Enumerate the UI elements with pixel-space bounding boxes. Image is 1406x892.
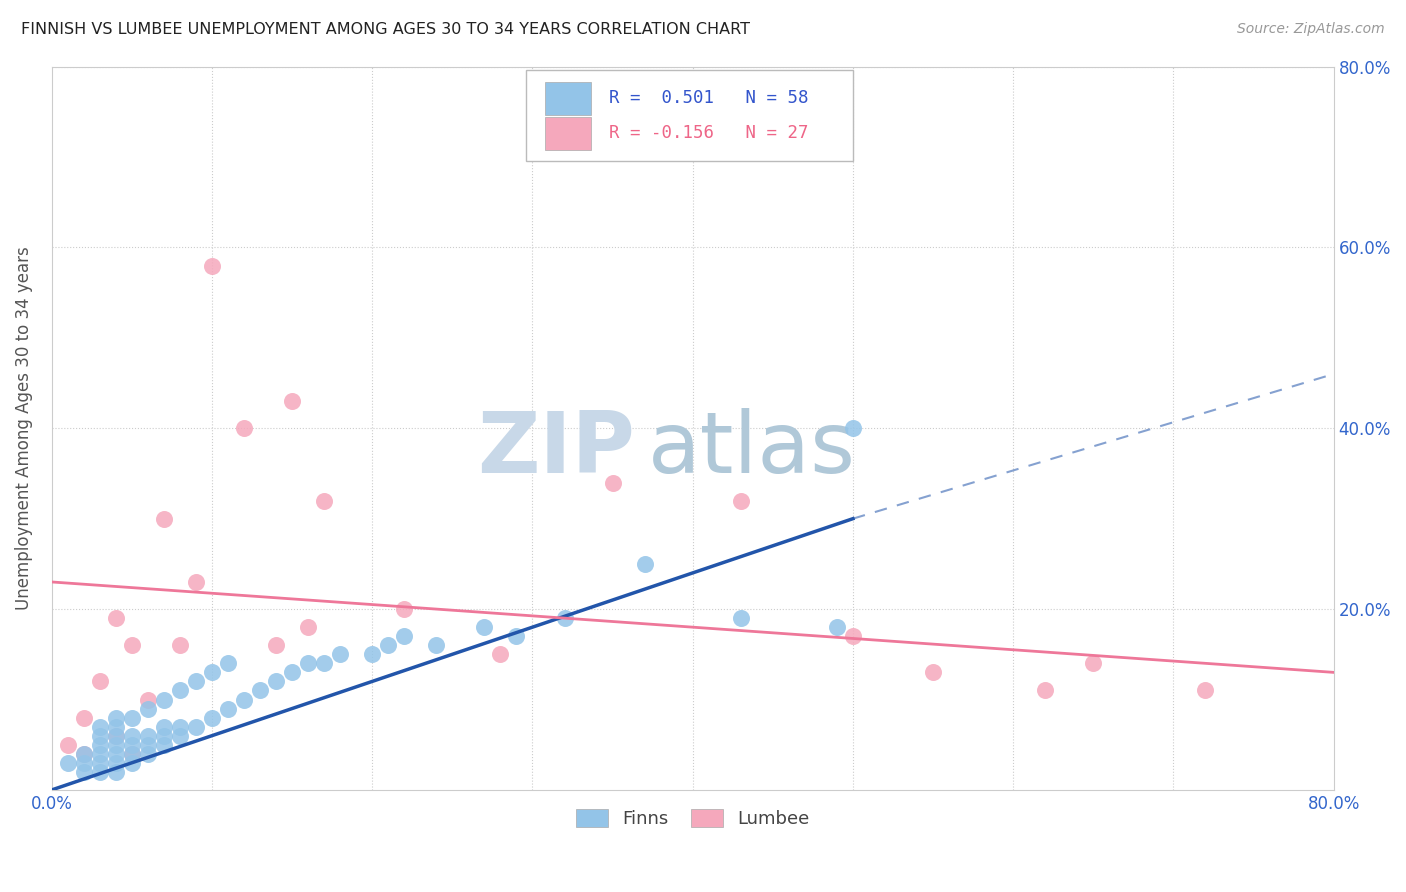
Point	[1083, 32, 1105, 46]
Point	[121, 638, 143, 652]
Text: FINNISH VS LUMBEE UNEMPLOYMENT AMONG AGES 30 TO 34 YEARS CORRELATION CHART: FINNISH VS LUMBEE UNEMPLOYMENT AMONG AGE…	[21, 22, 749, 37]
Text: R = -0.156   N = 27: R = -0.156 N = 27	[609, 124, 808, 142]
Point	[281, 665, 304, 680]
Point	[121, 747, 143, 761]
Point	[633, 557, 655, 571]
Point	[136, 701, 159, 715]
Point	[89, 756, 111, 770]
FancyBboxPatch shape	[546, 82, 592, 115]
Point	[922, 665, 945, 680]
Point	[394, 629, 416, 643]
Point	[489, 648, 512, 662]
Point	[89, 764, 111, 779]
Text: R =  0.501   N = 58: R = 0.501 N = 58	[609, 89, 808, 107]
Point	[73, 710, 96, 724]
Point	[553, 611, 575, 625]
Point	[73, 756, 96, 770]
Point	[314, 657, 336, 671]
Point	[56, 738, 79, 752]
Point	[153, 720, 176, 734]
Point	[842, 629, 865, 643]
Point	[136, 747, 159, 761]
Point	[104, 764, 127, 779]
Point	[217, 701, 239, 715]
Point	[264, 638, 287, 652]
Point	[169, 638, 191, 652]
Point	[121, 738, 143, 752]
Point	[104, 729, 127, 743]
Point	[825, 620, 848, 634]
Point	[104, 720, 127, 734]
Point	[104, 756, 127, 770]
Point	[136, 729, 159, 743]
Point	[169, 729, 191, 743]
Point	[602, 475, 624, 490]
Legend: Finns, Lumbee: Finns, Lumbee	[568, 801, 817, 835]
Point	[184, 574, 207, 589]
Point	[201, 665, 224, 680]
Y-axis label: Unemployment Among Ages 30 to 34 years: Unemployment Among Ages 30 to 34 years	[15, 246, 32, 610]
Point	[329, 648, 352, 662]
Point	[89, 729, 111, 743]
Point	[136, 692, 159, 706]
Point	[361, 648, 384, 662]
Point	[136, 738, 159, 752]
Point	[233, 421, 256, 435]
Point	[104, 611, 127, 625]
Point	[121, 747, 143, 761]
Point	[377, 638, 399, 652]
Point	[394, 602, 416, 616]
Point	[249, 683, 271, 698]
Point	[153, 738, 176, 752]
Point	[169, 720, 191, 734]
Point	[505, 629, 527, 643]
Point	[153, 511, 176, 525]
Point	[1194, 683, 1216, 698]
Point	[201, 710, 224, 724]
Point	[217, 657, 239, 671]
FancyBboxPatch shape	[546, 117, 592, 150]
Point	[121, 729, 143, 743]
Point	[474, 620, 496, 634]
Point	[104, 747, 127, 761]
Point	[56, 756, 79, 770]
Point	[89, 738, 111, 752]
Text: atlas: atlas	[648, 409, 856, 491]
Point	[184, 674, 207, 689]
Point	[842, 421, 865, 435]
Point	[73, 747, 96, 761]
Point	[233, 692, 256, 706]
Point	[121, 756, 143, 770]
Point	[121, 710, 143, 724]
Text: Source: ZipAtlas.com: Source: ZipAtlas.com	[1237, 22, 1385, 37]
Point	[89, 674, 111, 689]
Point	[104, 710, 127, 724]
Point	[281, 394, 304, 409]
Point	[104, 738, 127, 752]
Point	[297, 620, 319, 634]
FancyBboxPatch shape	[526, 70, 853, 161]
Point	[264, 674, 287, 689]
Point	[89, 720, 111, 734]
Point	[73, 764, 96, 779]
Point	[1083, 657, 1105, 671]
Point	[184, 720, 207, 734]
Point	[201, 259, 224, 273]
Point	[73, 747, 96, 761]
Point	[89, 747, 111, 761]
Point	[297, 657, 319, 671]
Point	[104, 729, 127, 743]
Point	[425, 638, 447, 652]
Point	[153, 692, 176, 706]
Point	[153, 729, 176, 743]
Point	[169, 683, 191, 698]
Point	[730, 611, 752, 625]
Text: ZIP: ZIP	[477, 409, 636, 491]
Point	[1033, 683, 1056, 698]
Point	[730, 493, 752, 508]
Point	[314, 493, 336, 508]
